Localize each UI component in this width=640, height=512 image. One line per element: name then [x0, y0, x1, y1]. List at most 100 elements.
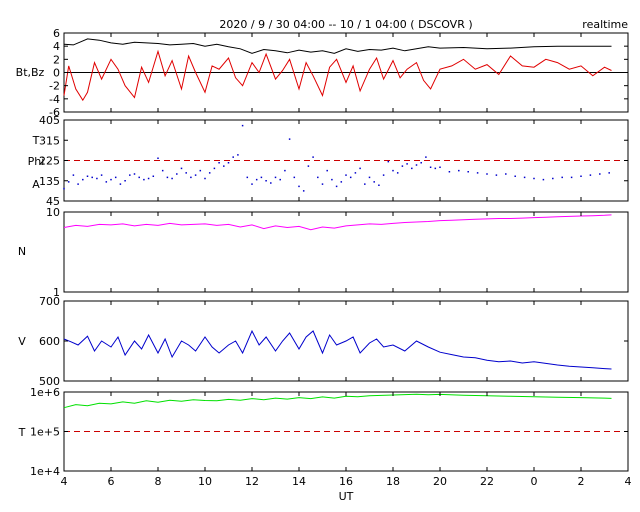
- y-tick-label: 1e+6: [30, 386, 60, 399]
- data-point: [82, 178, 84, 181]
- y-tick-label: 600: [39, 335, 60, 348]
- data-point: [326, 169, 328, 172]
- series-line: [63, 393, 612, 409]
- data-point: [110, 178, 112, 181]
- data-point: [552, 177, 554, 180]
- data-point: [204, 177, 206, 180]
- x-tick-label: 0: [531, 475, 538, 488]
- data-point: [505, 173, 507, 175]
- series-line: [63, 38, 612, 54]
- x-tick-label: 18: [386, 475, 400, 488]
- x-tick-label: 6: [108, 475, 115, 488]
- phi-axis-label-line-3: A: [32, 178, 40, 191]
- chart-title: 2020 / 9 / 30 04:00 -- 10 / 1 04:00 ( DS…: [219, 18, 472, 31]
- x-tick-label: 20: [433, 475, 447, 488]
- data-point: [349, 176, 352, 179]
- data-point: [208, 172, 211, 174]
- bt-bz-axis-label: Bt,Bz: [16, 66, 45, 79]
- data-point: [439, 166, 441, 168]
- x-tick-label: 4: [61, 475, 68, 488]
- data-series: [63, 38, 612, 409]
- data-point: [298, 185, 300, 188]
- data-point: [476, 172, 479, 174]
- data-point: [387, 160, 390, 163]
- y-tick-label: 2: [53, 53, 60, 66]
- data-point: [378, 184, 380, 186]
- data-point: [96, 177, 98, 180]
- data-point: [307, 165, 310, 167]
- data-point: [265, 180, 267, 182]
- data-point: [425, 156, 427, 158]
- x-tick-label: 14: [292, 475, 306, 488]
- y-tick-label: 45: [46, 195, 60, 208]
- data-point: [171, 177, 173, 180]
- data-point: [147, 177, 150, 180]
- data-point: [166, 176, 169, 179]
- x-axis-label: UT: [339, 490, 354, 503]
- data-point: [420, 162, 422, 164]
- data-point: [448, 171, 451, 173]
- data-point: [100, 174, 103, 176]
- data-point: [129, 174, 131, 176]
- y-tick-label: -4: [49, 93, 60, 106]
- data-point: [340, 181, 343, 183]
- data-point: [312, 156, 314, 158]
- data-point: [124, 180, 126, 182]
- data-point: [599, 173, 601, 175]
- data-point: [227, 162, 230, 164]
- data-point: [561, 176, 563, 179]
- data-point: [382, 174, 385, 176]
- data-point: [302, 190, 305, 192]
- y-tick-label: 405: [39, 114, 60, 127]
- data-point: [270, 182, 272, 184]
- y-tick-label: 0: [53, 67, 60, 80]
- data-point: [317, 176, 319, 179]
- data-point: [161, 169, 164, 172]
- data-point: [458, 169, 460, 172]
- data-point: [486, 173, 488, 175]
- data-point: [237, 154, 239, 156]
- x-tick-label: 22: [480, 475, 494, 488]
- x-tick-label: 10: [198, 475, 212, 488]
- density-axis-label: N: [18, 245, 26, 258]
- data-point: [86, 175, 89, 177]
- data-point: [364, 183, 366, 185]
- data-point: [533, 177, 535, 180]
- y-tick-label: 135: [39, 175, 60, 188]
- data-point: [223, 165, 225, 167]
- data-point: [91, 176, 93, 179]
- data-point: [246, 176, 249, 179]
- data-point: [467, 171, 469, 173]
- data-point: [580, 175, 582, 177]
- x-tick-label: 4: [625, 475, 632, 488]
- x-tick-label: 2: [578, 475, 585, 488]
- data-point: [218, 162, 220, 164]
- data-point: [194, 174, 197, 176]
- data-point: [608, 172, 610, 174]
- data-point: [406, 163, 408, 165]
- x-tick-label: 16: [339, 475, 353, 488]
- data-point: [260, 176, 263, 179]
- data-point: [255, 178, 258, 181]
- series-line: [63, 214, 612, 231]
- data-point: [542, 178, 545, 181]
- data-point: [514, 175, 516, 177]
- data-point: [415, 164, 418, 166]
- y-tick-label: 4: [53, 40, 60, 53]
- data-point: [293, 176, 296, 179]
- y-tick-label: -6: [49, 106, 60, 119]
- data-point: [67, 181, 70, 183]
- data-point: [114, 176, 117, 179]
- data-point: [570, 176, 573, 179]
- x-tick-label: 8: [155, 475, 162, 488]
- y-tick-label: 1e+4: [30, 465, 60, 478]
- data-point: [279, 178, 281, 181]
- y-tick-label: 10: [46, 206, 60, 219]
- speed-axis-label: V: [18, 335, 26, 348]
- data-point: [138, 176, 140, 179]
- data-point: [213, 167, 216, 170]
- data-point: [523, 176, 526, 179]
- data-point: [331, 178, 333, 181]
- data-point: [288, 138, 291, 140]
- x-tick-label: 12: [245, 475, 259, 488]
